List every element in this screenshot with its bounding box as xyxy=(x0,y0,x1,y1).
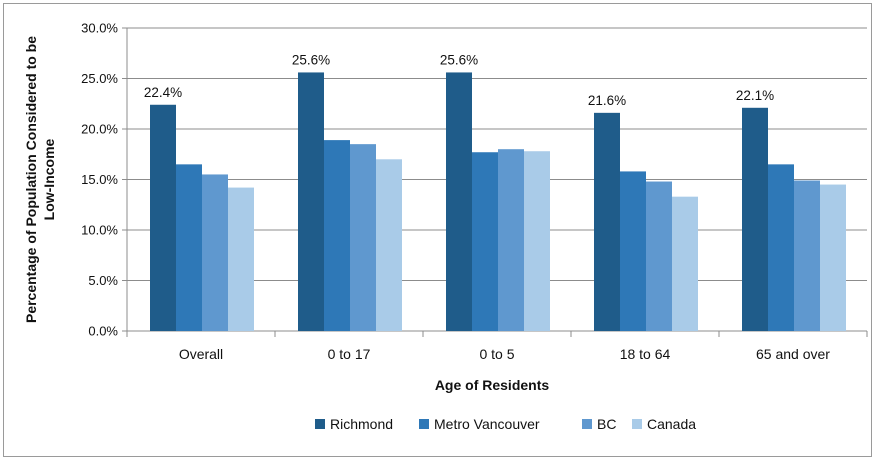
data-label: 25.6% xyxy=(292,52,330,67)
bar-metro-vancouver xyxy=(620,171,646,331)
x-tick-label: Overall xyxy=(179,346,223,362)
bar-canada xyxy=(672,196,698,331)
x-tick-label: 65 and over xyxy=(756,346,830,362)
bar-richmond xyxy=(742,107,768,331)
data-label: 22.1% xyxy=(736,88,774,103)
y-axis-title: Percentage of Population Considered to b… xyxy=(23,36,39,323)
bar-bc xyxy=(202,174,228,331)
bar-bc xyxy=(498,149,524,331)
legend-swatch xyxy=(582,419,592,429)
bar-metro-vancouver xyxy=(768,164,794,331)
x-tick-label: 0 to 5 xyxy=(479,346,514,362)
bar-bc xyxy=(646,181,672,331)
legend-swatch xyxy=(419,419,429,429)
y-tick-label: 25.0% xyxy=(81,71,118,86)
bar-bc xyxy=(794,180,820,331)
bar-metro-vancouver xyxy=(176,164,202,331)
legend-swatch xyxy=(632,419,642,429)
bar-richmond xyxy=(594,112,620,331)
bar-richmond xyxy=(298,72,324,331)
legend-label: BC xyxy=(597,416,616,432)
y-tick-label: 0.0% xyxy=(88,324,118,339)
y-tick-label: 30.0% xyxy=(81,21,118,36)
bar-richmond xyxy=(446,72,472,331)
bar-metro-vancouver xyxy=(472,152,498,331)
bar-canada xyxy=(376,159,402,331)
y-tick-label: 5.0% xyxy=(88,273,118,288)
y-tick-label: 20.0% xyxy=(81,122,118,137)
bar-bc xyxy=(350,144,376,331)
y-tick-label: 15.0% xyxy=(81,172,118,187)
x-tick-label: 18 to 64 xyxy=(620,346,671,362)
bar-canada xyxy=(820,184,846,331)
data-label: 21.6% xyxy=(588,93,626,108)
bar-canada xyxy=(228,187,254,331)
legend-label: Richmond xyxy=(330,416,393,432)
bar-canada xyxy=(524,151,550,331)
legend-label: Metro Vancouver xyxy=(434,416,540,432)
y-tick-label: 10.0% xyxy=(81,223,118,238)
data-label: 25.6% xyxy=(440,52,478,67)
legend-label: Canada xyxy=(647,416,696,432)
y-axis-title: Low-Income xyxy=(41,138,57,220)
data-label: 22.4% xyxy=(144,85,182,100)
bar-richmond xyxy=(150,104,176,331)
bar-metro-vancouver xyxy=(324,140,350,331)
x-axis-title: Age of Residents xyxy=(435,377,550,393)
legend-swatch xyxy=(315,419,325,429)
x-tick-label: 0 to 17 xyxy=(328,346,371,362)
